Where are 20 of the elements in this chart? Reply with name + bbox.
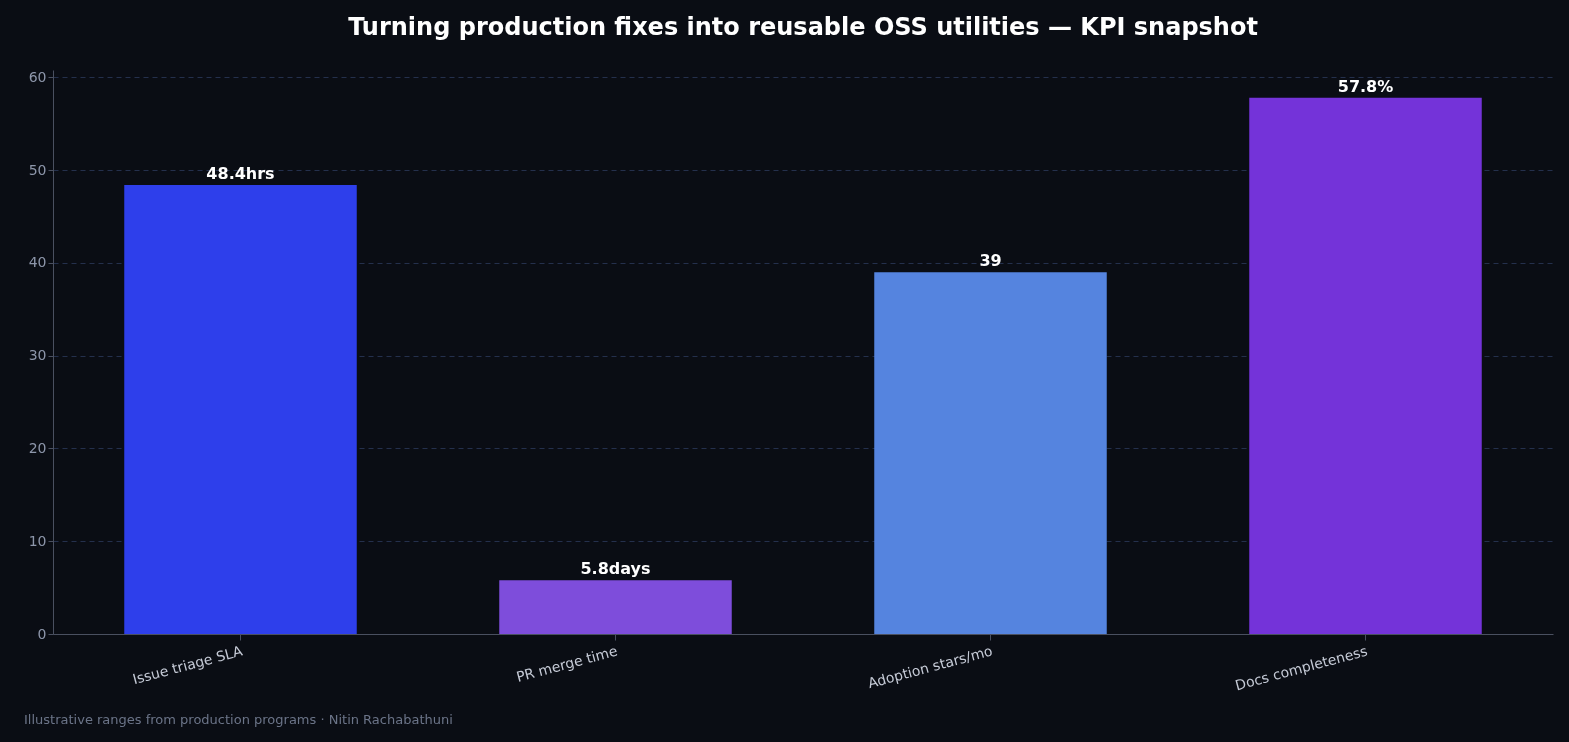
data-label: 5.8days	[580, 559, 651, 579]
y-tick-label: 20	[28, 439, 47, 456]
y-tick-label: 50	[28, 161, 47, 178]
text: Illustrative ranges from production programs · Nitin Rachabathuni	[24, 712, 453, 727]
x-tick-label: PR merge time	[514, 642, 620, 685]
y-tick-label: 30	[28, 347, 47, 364]
y-tick-label: 60	[28, 68, 47, 85]
data-label: 57.8%	[1337, 76, 1394, 96]
chart-title: Turning production fixes into reusable OSS utilities — KPI snapshot	[348, 13, 1258, 41]
bar	[1249, 97, 1482, 634]
data-label: 48.4hrs	[206, 164, 275, 184]
x-tick-label: Adoption stars/mo	[866, 642, 995, 692]
y-tick-label: 0	[37, 625, 47, 642]
bar	[874, 272, 1107, 634]
y-tick-label: 40	[28, 254, 47, 271]
bar	[124, 185, 357, 634]
y-tick-label: 10	[28, 532, 47, 549]
data-label: 39	[979, 251, 1002, 271]
x-tick-label: Issue triage SLA	[130, 642, 245, 688]
bar	[499, 580, 732, 634]
